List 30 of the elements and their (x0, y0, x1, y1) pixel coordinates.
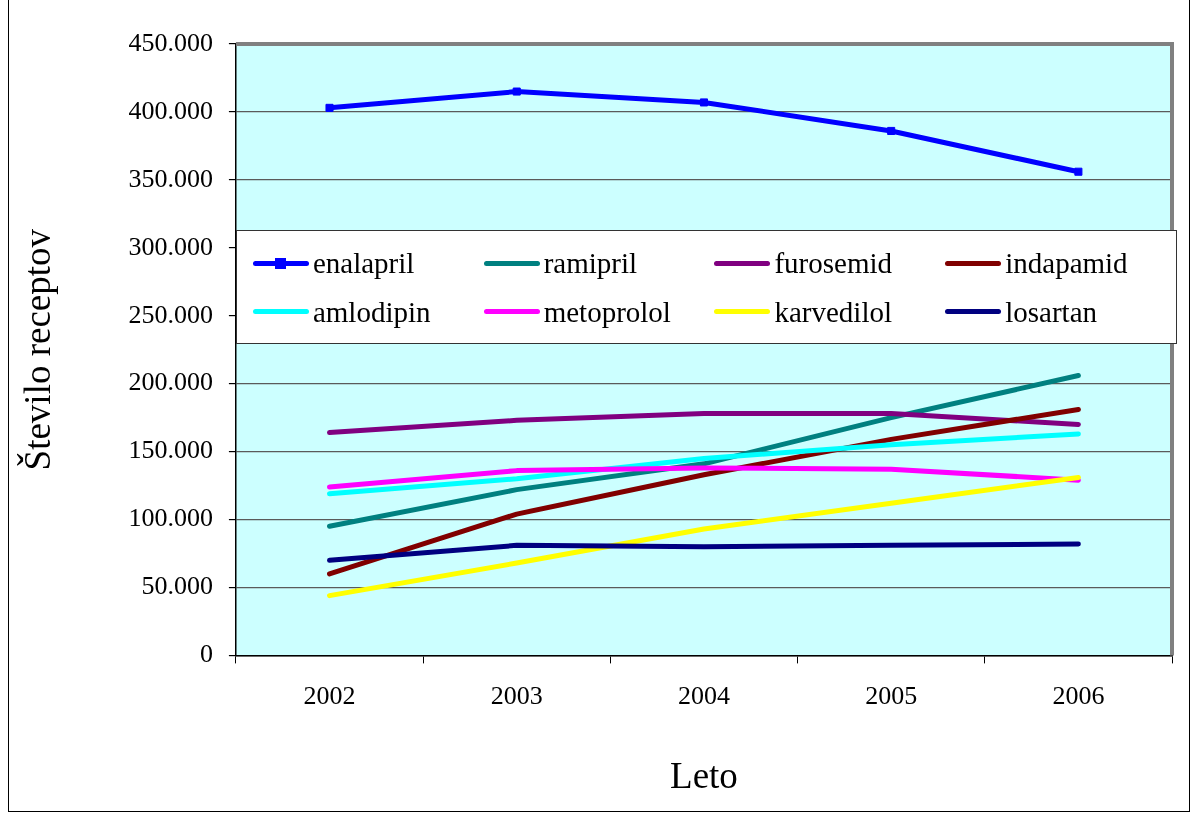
y-tick-label: 0 (199, 639, 213, 669)
x-tick-label: 2005 (865, 680, 918, 710)
x-tick-label: 2003 (490, 680, 543, 710)
y-tick-label: 150.000 (128, 435, 213, 465)
legend-label: losartan (1005, 294, 1098, 329)
x-tick-label: 2006 (1052, 680, 1105, 710)
y-tick-label: 250.000 (128, 299, 213, 329)
y-tick-label: 50.000 (141, 571, 213, 601)
point (512, 87, 521, 96)
point (1074, 167, 1083, 176)
y-tick-label: 450.000 (128, 27, 213, 57)
y-tick-label: 300.000 (128, 231, 213, 261)
point (887, 126, 896, 135)
y-tick-label: 400.000 (128, 95, 213, 125)
y-tick-label: 200.000 (128, 367, 213, 397)
x-tick-label: 2004 (677, 680, 730, 710)
x-tick-label: 2002 (303, 680, 356, 710)
legend-label: karvedilol (774, 294, 893, 329)
legend-label: enalapril (312, 246, 415, 281)
point (325, 103, 334, 112)
legend-label: metoprolol (543, 294, 671, 329)
legend-label: ramipril (543, 246, 638, 281)
point (699, 98, 708, 107)
legend-label: furosemid (774, 246, 893, 281)
y-tick-label: 350.000 (128, 163, 213, 193)
x-axis-title: Leto (670, 754, 738, 796)
legend-label: indapamid (1005, 246, 1128, 281)
legend-label: amlodipin (312, 294, 431, 329)
y-tick-label: 100.000 (128, 503, 213, 533)
y-axis-title: Število receptov (16, 228, 58, 471)
